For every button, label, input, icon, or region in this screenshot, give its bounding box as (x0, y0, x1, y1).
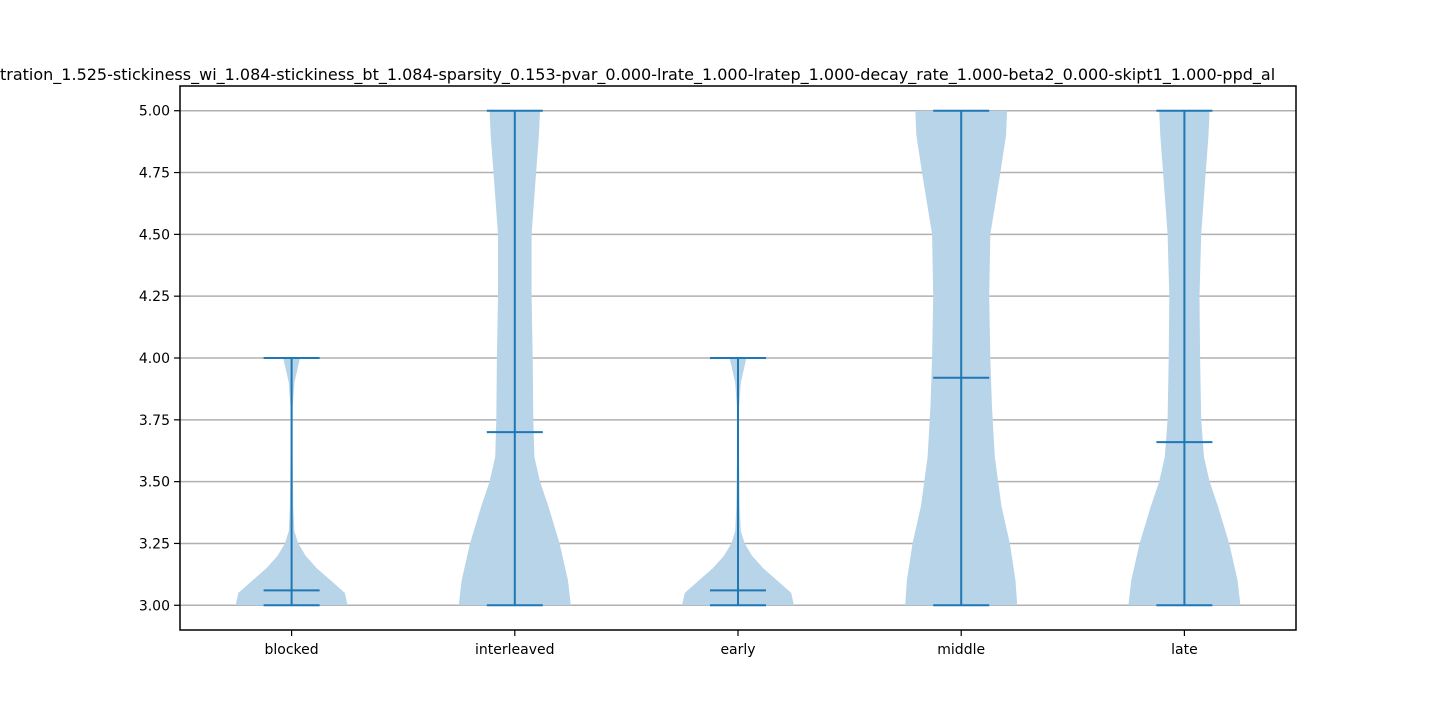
x-tick-label-blocked: blocked (265, 642, 319, 658)
x-axis: blocked interleaved early middle late (265, 630, 1198, 658)
x-tick-label-interleaved: interleaved (475, 642, 555, 658)
violins (235, 109, 1241, 607)
y-tick-label: 4.00 (139, 351, 170, 367)
y-tick-label: 3.25 (139, 536, 170, 552)
y-tick-label: 5.00 (139, 104, 170, 120)
chart-title: tration_1.525-stickiness_wi_1.084-sticki… (0, 65, 1275, 85)
x-tick-label-middle: middle (937, 642, 985, 658)
y-tick-label: 3.75 (139, 413, 170, 429)
x-tick-label-late: late (1171, 642, 1198, 658)
y-tick-label: 3.00 (139, 598, 170, 614)
plot-frame (179, 85, 1297, 631)
y-tick-label: 3.50 (139, 475, 170, 491)
x-tick-label-early: early (720, 642, 755, 658)
y-tick-label: 4.50 (139, 227, 170, 243)
y-tick-label: 4.75 (139, 166, 170, 182)
y-axis: 3.00 3.25 3.50 3.75 4.00 4.25 4.50 4.75 5.00 (139, 104, 180, 614)
y-tick-label: 4.25 (139, 289, 170, 305)
